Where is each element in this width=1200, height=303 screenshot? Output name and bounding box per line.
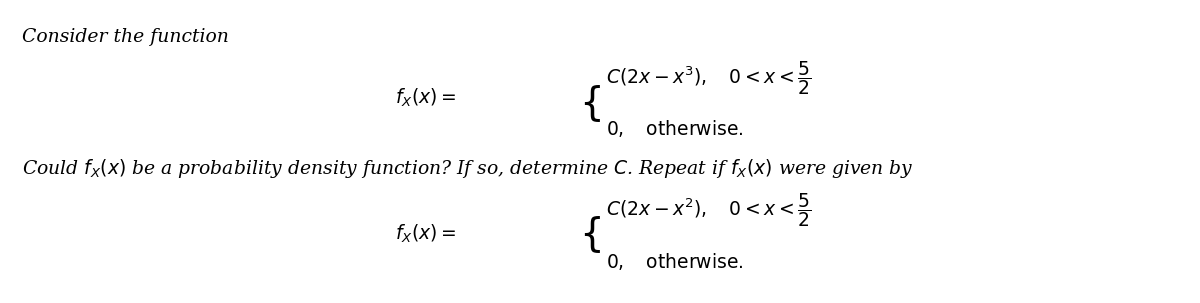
Text: $C(2x - x^3), \quad 0 < x < \dfrac{5}{2}$: $C(2x - x^3), \quad 0 < x < \dfrac{5}{2}… bbox=[606, 59, 811, 97]
Text: $0, \quad \text{otherwise.}$: $0, \quad \text{otherwise.}$ bbox=[606, 251, 744, 271]
Text: $0, \quad \text{otherwise.}$: $0, \quad \text{otherwise.}$ bbox=[606, 118, 744, 139]
Text: $f_X(x) = $: $f_X(x) = $ bbox=[395, 223, 456, 245]
Text: $\{$: $\{$ bbox=[580, 214, 601, 255]
Text: Consider the function: Consider the function bbox=[22, 28, 229, 46]
Text: Could $f_X(x)$ be a probability density function? If so, determine $C$. Repeat i: Could $f_X(x)$ be a probability density … bbox=[22, 157, 913, 179]
Text: $C(2x - x^2), \quad 0 < x < \dfrac{5}{2}$: $C(2x - x^2), \quad 0 < x < \dfrac{5}{2}… bbox=[606, 191, 811, 229]
Text: $\{$: $\{$ bbox=[580, 83, 601, 124]
Text: $f_X(x) = $: $f_X(x) = $ bbox=[395, 86, 456, 108]
